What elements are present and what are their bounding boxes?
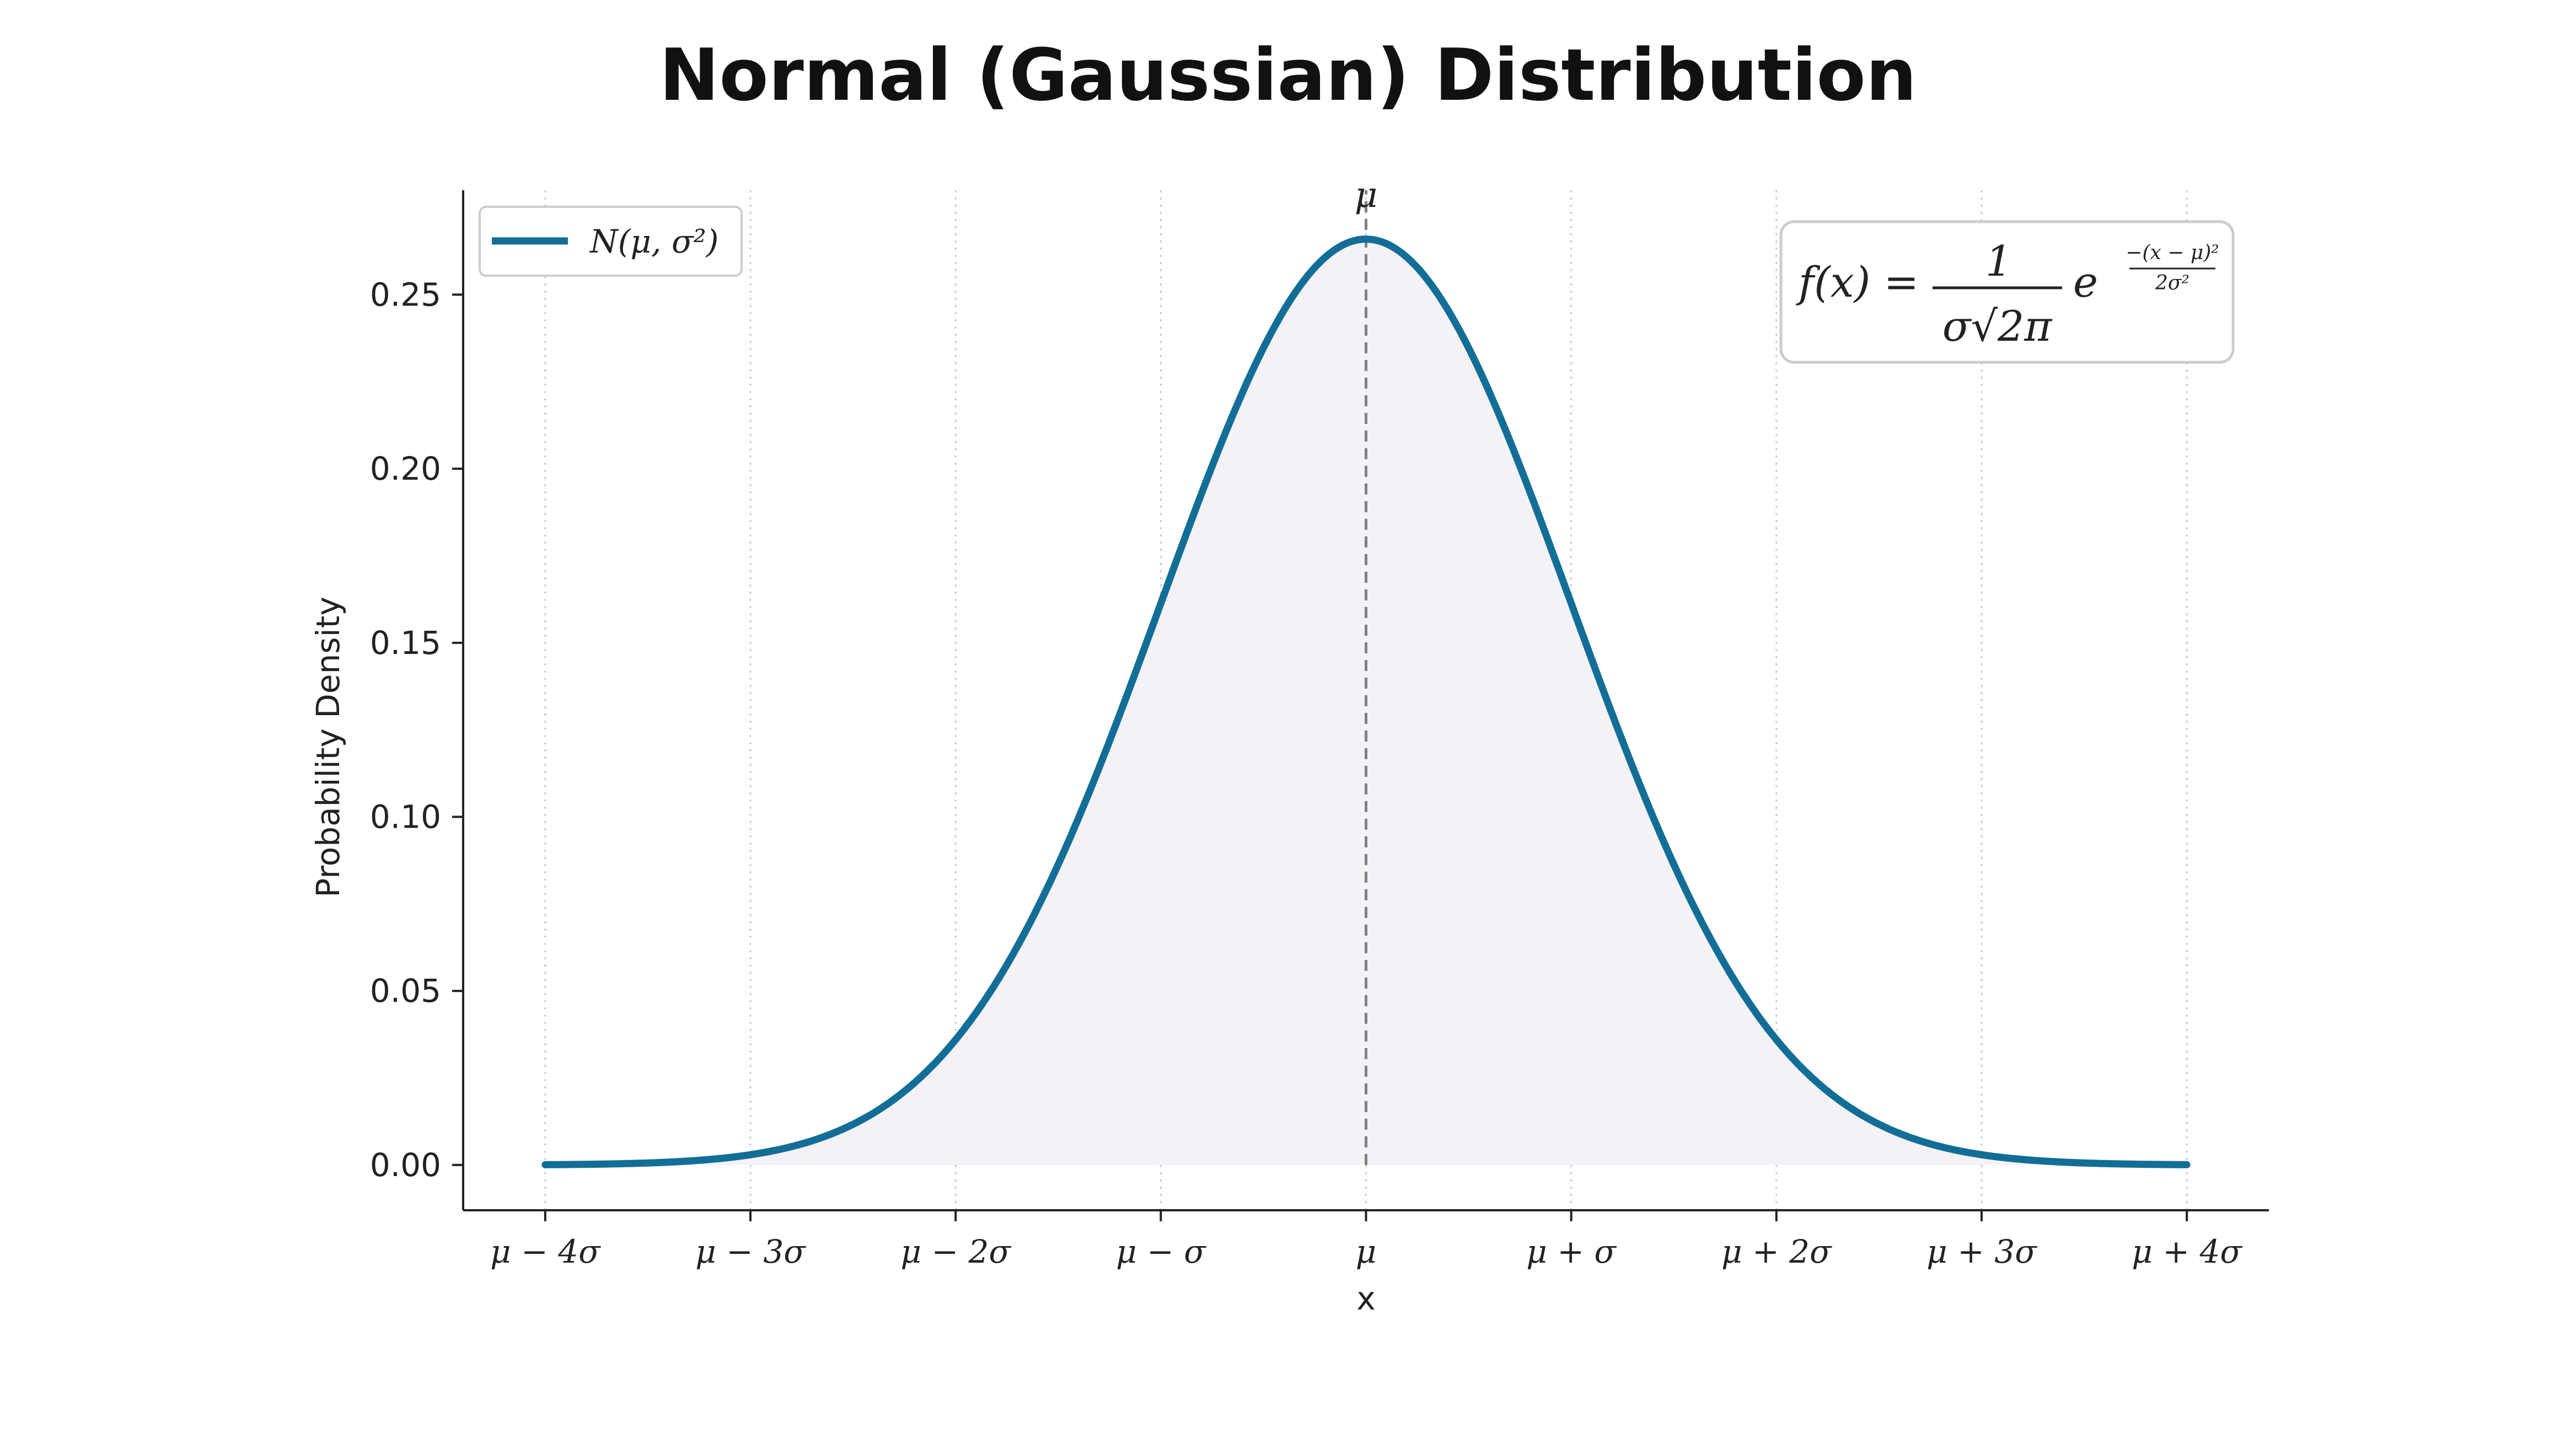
x-tick-label-0: μ − 4σ — [490, 1233, 601, 1270]
legend-box — [479, 206, 743, 277]
x-tick-label-1: μ − 3σ — [695, 1233, 806, 1270]
x-tick-label-2: μ − 2σ — [900, 1233, 1011, 1270]
chart-title: Normal (Gaussian) Distribution — [659, 33, 1917, 117]
y-axis-label: Probability Density — [309, 597, 347, 898]
y-tick-label-4: 0.20 — [370, 450, 441, 487]
formula-exponent-denominator: 2σ² — [2155, 272, 2189, 294]
formula-box: f(x) = 1 σ√2π e −(x − μ)² 2σ² — [1779, 220, 2235, 364]
x-axis-label: x — [1356, 1280, 1375, 1317]
x-ticks: μ − 4σ μ − 3σ μ − 2σ μ − σ μ μ + σ μ + 2σ μ + 3… — [490, 1210, 2242, 1270]
y-tick-label-5: 0.25 — [370, 276, 441, 313]
y-tick-label-1: 0.05 — [370, 972, 441, 1010]
mean-label: μ — [1355, 175, 1378, 216]
formula-exponent-numerator: −(x − μ)² — [2126, 242, 2219, 264]
x-tick-label-4: μ — [1356, 1233, 1377, 1270]
y-tick-label-2: 0.10 — [370, 798, 441, 836]
x-tick-label-6: μ + 2σ — [1721, 1233, 1832, 1270]
y-tick-label-0: 0.00 — [370, 1146, 441, 1184]
legend-label: N(μ, σ²) — [589, 223, 718, 260]
x-tick-label-3: μ − σ — [1116, 1233, 1206, 1270]
y-tick-label-3: 0.15 — [370, 624, 441, 662]
formula-exp-base: e — [2073, 257, 2098, 307]
formula-denominator: σ√2π — [1942, 302, 2053, 351]
formula-frame — [1779, 220, 2235, 364]
series-line — [541, 235, 2191, 1168]
x-tick-label-7: μ + 3σ — [1926, 1233, 2037, 1270]
formula-lhs: f(x) = — [1796, 257, 1919, 307]
x-tick-label-5: μ + σ — [1526, 1233, 1617, 1270]
legend: N(μ, σ²) — [479, 206, 743, 277]
formula-numerator: 1 — [1985, 237, 2012, 286]
y-ticks: 0.00 0.05 0.10 0.15 0.20 0.25 — [370, 276, 463, 1184]
x-tick-label-8: μ + 4σ — [2132, 1233, 2242, 1270]
